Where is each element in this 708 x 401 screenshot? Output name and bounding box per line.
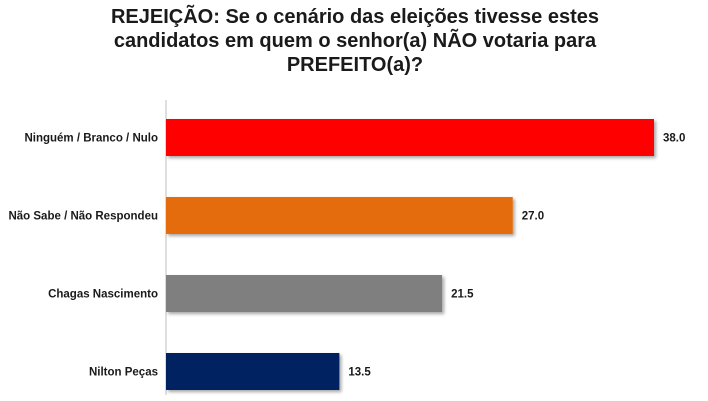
bar xyxy=(166,275,443,312)
bar xyxy=(166,353,340,390)
category-label: Nilton Peças xyxy=(89,367,158,379)
bars-group: Ninguém / Branco / Nulo 38.0 Não Sabe / Nã… xyxy=(8,119,685,390)
category-label: Chagas Nascimento xyxy=(48,289,158,301)
value-label: 21.5 xyxy=(451,289,474,301)
category-label: Ninguém / Branco / Nulo xyxy=(24,133,158,145)
category-label: Não Sabe / Não Respondeu xyxy=(8,211,158,223)
bar xyxy=(166,197,513,234)
value-label: 38.0 xyxy=(663,133,685,145)
value-label: 27.0 xyxy=(522,211,544,223)
bar xyxy=(166,119,654,156)
chart-title: REJEIÇÃO: Se o cenário das eleições tive… xyxy=(110,6,600,76)
value-label: 13.5 xyxy=(348,367,371,379)
